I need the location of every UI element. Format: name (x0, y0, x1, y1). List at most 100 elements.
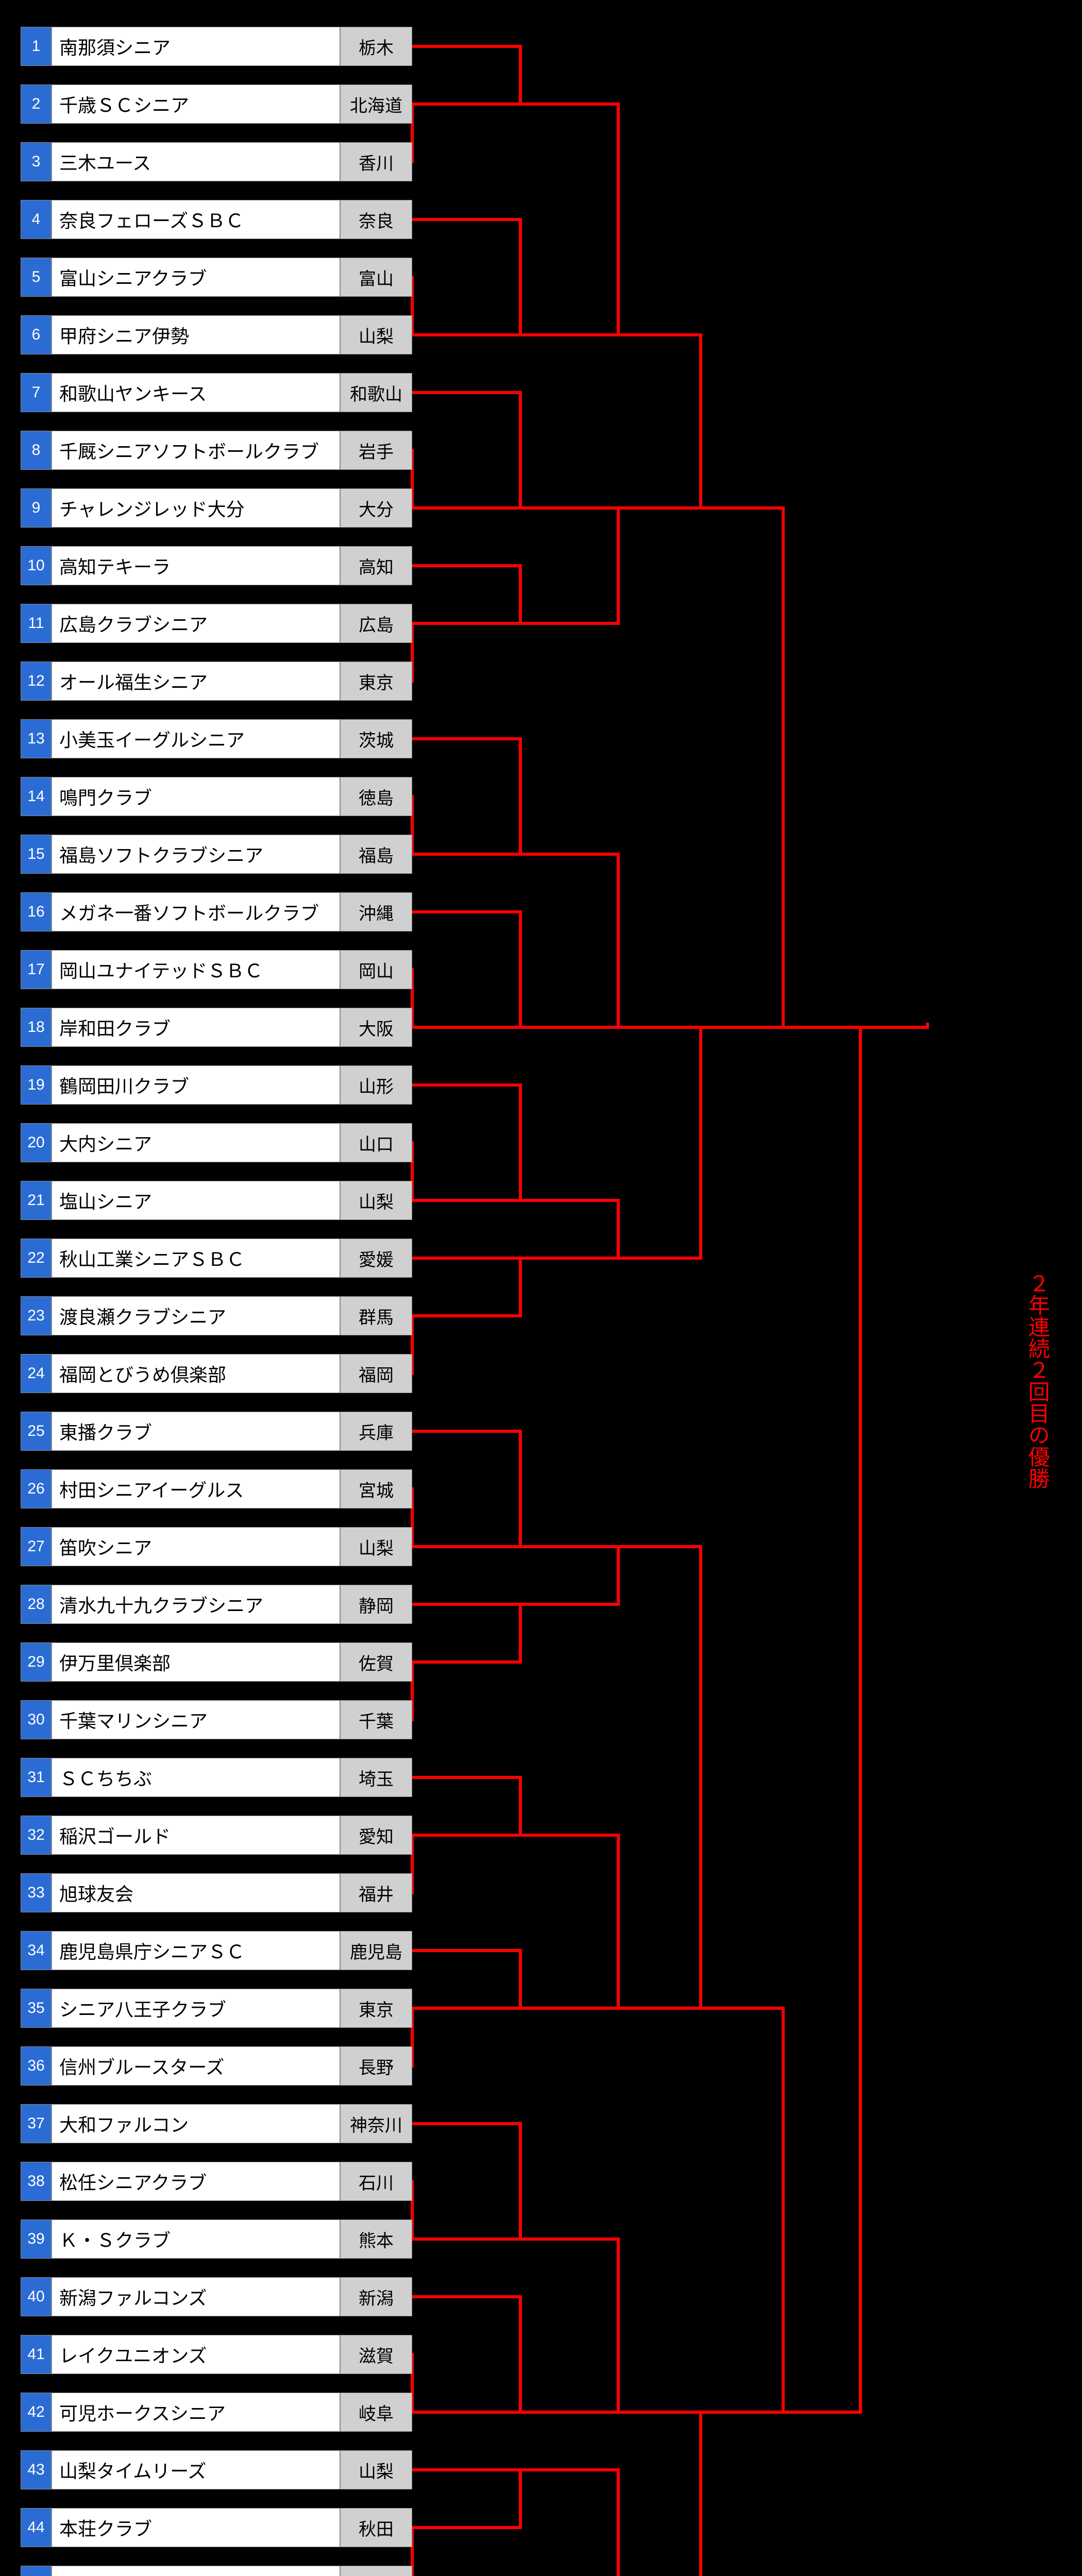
team-seed: 31 (21, 1758, 52, 1797)
team-prefecture: 新潟 (340, 2277, 412, 2316)
team-seed: 35 (21, 1989, 52, 2028)
team-prefecture: 岡山 (340, 950, 412, 989)
team-name: チャレンジレッド大分 (52, 488, 340, 528)
team-prefecture: 山梨 (340, 1527, 412, 1566)
team-seed: 25 (21, 1412, 52, 1451)
team-name: 小美玉イーグルシニア (52, 719, 340, 758)
team-name: 笛吹シニア (52, 1527, 340, 1566)
team-row: 23渡良瀬クラブシニア群馬 (21, 1296, 412, 1335)
team-row: 27笛吹シニア山梨 (21, 1527, 412, 1566)
team-seed: 24 (21, 1354, 52, 1393)
team-prefecture: 茨城 (340, 719, 412, 758)
team-row: 32稲沢ゴールド愛知 (21, 1816, 412, 1855)
team-name: 千葉マリンシニア (52, 1700, 340, 1739)
team-name: 鶴岡田川クラブ (52, 1065, 340, 1105)
team-row: 22秋山工業シニアＳＢＣ愛媛 (21, 1239, 412, 1278)
team-name: 広島クラブシニア (52, 604, 340, 643)
team-row: 17岡山ユナイテッドＳＢＣ岡山 (21, 950, 412, 989)
team-row: 30千葉マリンシニア千葉 (21, 1700, 412, 1739)
champion-caption: ２年連続２回目の優勝 (1025, 1273, 1049, 1489)
team-seed: 26 (21, 1469, 52, 1509)
team-row: 9チャレンジレッド大分大分 (21, 488, 412, 528)
team-seed: 9 (21, 488, 52, 528)
team-seed: 34 (21, 1931, 52, 1970)
team-name: シニア八王子クラブ (52, 1989, 340, 2028)
team-prefecture: 東京 (340, 1989, 412, 2028)
team-row: 45大東おろちシニア島根 (21, 2566, 412, 2576)
team-name: 山梨タイムリーズ (52, 2450, 340, 2489)
team-seed: 30 (21, 1700, 52, 1739)
team-row: 1南那須シニア栃木 (21, 27, 412, 66)
team-seed: 8 (21, 431, 52, 470)
team-prefecture: 山口 (340, 1123, 412, 1162)
team-seed: 22 (21, 1239, 52, 1278)
team-seed: 39 (21, 2219, 52, 2259)
team-name: 可児ホークスシニア (52, 2393, 340, 2432)
team-prefecture: 山梨 (340, 2450, 412, 2489)
team-seed: 27 (21, 1527, 52, 1566)
team-seed: 38 (21, 2162, 52, 2201)
team-seed: 23 (21, 1296, 52, 1335)
team-seed: 21 (21, 1181, 52, 1220)
team-name: 大東おろちシニア (52, 2566, 340, 2576)
team-row: 43山梨タイムリーズ山梨 (21, 2450, 412, 2489)
team-name: オール福生シニア (52, 662, 340, 701)
team-seed: 33 (21, 1873, 52, 1912)
team-seed: 42 (21, 2393, 52, 2432)
team-name: 新潟ファルコンズ (52, 2277, 340, 2316)
team-row: 37大和ファルコン神奈川 (21, 2104, 412, 2143)
team-prefecture: 佐賀 (340, 1642, 412, 1682)
team-seed: 13 (21, 719, 52, 758)
team-name: 岡山ユナイテッドＳＢＣ (52, 950, 340, 989)
team-prefecture: 富山 (340, 258, 412, 297)
team-row: 12オール福生シニア東京 (21, 662, 412, 701)
team-prefecture: 栃木 (340, 27, 412, 66)
team-prefecture: 埼玉 (340, 1758, 412, 1797)
team-row: 39Ｋ・Ｓクラブ熊本 (21, 2219, 412, 2259)
team-row: 4奈良フェローズＳＢＣ奈良 (21, 200, 412, 239)
team-row: 31ＳＣちちぶ埼玉 (21, 1758, 412, 1797)
team-prefecture: 大分 (340, 488, 412, 528)
team-row: 18岸和田クラブ大阪 (21, 1008, 412, 1047)
team-row: 42可児ホークスシニア岐阜 (21, 2393, 412, 2432)
team-row: 8千厩シニアソフトボールクラブ岩手 (21, 431, 412, 470)
team-row: 21塩山シニア山梨 (21, 1181, 412, 1220)
team-prefecture: 沖縄 (340, 892, 412, 931)
team-seed: 28 (21, 1585, 52, 1624)
team-seed: 44 (21, 2508, 52, 2547)
team-seed: 1 (21, 27, 52, 66)
team-prefecture: 石川 (340, 2162, 412, 2201)
team-row: 34鹿児島県庁シニアＳＣ鹿児島 (21, 1931, 412, 1970)
team-seed: 41 (21, 2335, 52, 2374)
team-name: 村田シニアイーグルス (52, 1469, 340, 1509)
team-name: 大内シニア (52, 1123, 340, 1162)
team-prefecture: 島根 (340, 2566, 412, 2576)
team-prefecture: 千葉 (340, 1700, 412, 1739)
team-name: 鹿児島県庁シニアＳＣ (52, 1931, 340, 1970)
team-row: 11広島クラブシニア広島 (21, 604, 412, 643)
team-prefecture: 福岡 (340, 1354, 412, 1393)
team-seed: 6 (21, 315, 52, 354)
team-prefecture: 神奈川 (340, 2104, 412, 2143)
team-seed: 40 (21, 2277, 52, 2316)
team-prefecture: 愛知 (340, 1816, 412, 1855)
team-prefecture: 奈良 (340, 200, 412, 239)
team-name: 千厩シニアソフトボールクラブ (52, 431, 340, 470)
team-prefecture: 香川 (340, 142, 412, 181)
team-name: 奈良フェローズＳＢＣ (52, 200, 340, 239)
team-seed: 10 (21, 546, 52, 585)
team-row: 2千歳ＳＣシニア北海道 (21, 84, 412, 124)
team-row: 38松任シニアクラブ石川 (21, 2162, 412, 2201)
team-row: 33旭球友会福井 (21, 1873, 412, 1912)
team-name: 岸和田クラブ (52, 1008, 340, 1047)
team-prefecture: 和歌山 (340, 373, 412, 412)
team-name: 鳴門クラブ (52, 777, 340, 816)
team-name: 千歳ＳＣシニア (52, 84, 340, 124)
team-prefecture: 鹿児島 (340, 1931, 412, 1970)
team-name: 伊万里倶楽部 (52, 1642, 340, 1682)
team-name: 渡良瀬クラブシニア (52, 1296, 340, 1335)
team-seed: 45 (21, 2566, 52, 2576)
team-name: Ｋ・Ｓクラブ (52, 2219, 340, 2259)
team-row: 5富山シニアクラブ富山 (21, 258, 412, 297)
team-prefecture: 岐阜 (340, 2393, 412, 2432)
